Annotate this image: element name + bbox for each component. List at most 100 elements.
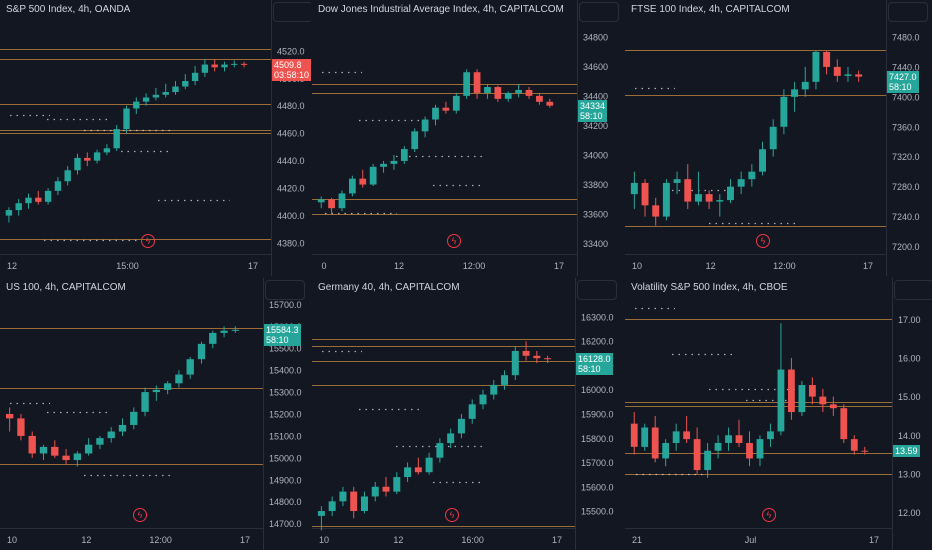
candle-body [544, 358, 552, 360]
last-price-label: 15584.3 58:10 [264, 323, 301, 346]
candle-body [411, 131, 419, 150]
lightning-icon[interactable]: ϟ [141, 234, 155, 248]
candle-body [211, 64, 218, 68]
candle-body [641, 427, 649, 447]
candle-body [468, 404, 476, 419]
chart-pane-dji[interactable]: 34800 34600 34400 34200 34000 33800 33600 33400… [312, 0, 623, 276]
last-price-label: 34334 58:10 [578, 99, 608, 122]
candle-body [452, 95, 460, 111]
candle-body [141, 392, 149, 412]
candle-body [525, 89, 533, 96]
candle-body [64, 170, 71, 182]
candle-body [501, 375, 509, 385]
candle-body [522, 350, 530, 356]
candle-body [163, 383, 172, 390]
candle-body [798, 385, 806, 413]
pane-menu-button[interactable] [579, 2, 619, 22]
candle-body [74, 157, 81, 171]
chart-title[interactable]: Germany 40, 4h, CAPITALCOM [318, 282, 460, 293]
pane-menu-button[interactable] [273, 2, 311, 22]
price-tick-label: 7200.0 [892, 242, 920, 252]
last-price-label: 16128.0 58:10 [576, 352, 613, 375]
chart-title[interactable]: US 100, 4h, CAPITALCOM [6, 282, 126, 293]
price-tick-label: 12.00 [898, 508, 921, 518]
chart-canvas-ndx: 15700.015600.015500.015400.015300.015200… [0, 278, 302, 550]
candle-body [130, 411, 138, 425]
last-price-value: 34334 [580, 100, 606, 111]
candle-body [231, 329, 240, 331]
candle-body [113, 129, 120, 149]
candle-body [662, 182, 670, 217]
last-price-label: 7427.0 58:10 [887, 70, 919, 93]
candle-body [844, 74, 852, 76]
price-tick-label: 34200 [583, 121, 608, 131]
candle-body [791, 89, 799, 97]
price-tick-label: 7240.0 [892, 212, 920, 222]
chart-pane-ndx[interactable]: 15700.015600.015500.015400.015300.015200… [0, 278, 311, 550]
lightning-icon[interactable]: ϟ [447, 234, 461, 248]
last-price-label: 13.59 [893, 445, 920, 458]
pane-menu-button[interactable] [577, 280, 617, 300]
price-tick-label: 34800 [583, 32, 608, 42]
candle-body [504, 92, 512, 99]
candle-body [684, 179, 692, 202]
chart-pane-dax[interactable]: 16300.016200.016100.016000.015900.015800… [312, 278, 623, 550]
time-tick-label: 17 [248, 261, 258, 271]
candle-body [348, 178, 356, 194]
candle-body [641, 182, 649, 206]
candle-body [400, 149, 408, 161]
candle-body [855, 74, 863, 77]
price-tick-label: 14.00 [898, 431, 921, 441]
candle-body [829, 404, 837, 409]
candle-body [191, 72, 199, 82]
last-price-value: 15584.3 [266, 324, 299, 335]
price-tick-label: 33400 [583, 239, 608, 249]
lightning-icon[interactable]: ϟ [762, 508, 776, 522]
chart-canvas-vix: 17.00 16.00 15.00 14.00 13.00 12.00 21 Jul 17 [625, 278, 921, 550]
price-tick-label: 14700.0 [269, 519, 302, 529]
lightning-icon[interactable]: ϟ [133, 508, 147, 522]
pane-menu-button[interactable] [894, 280, 932, 300]
candle-body [152, 94, 160, 98]
pane-menu-button[interactable] [265, 280, 305, 300]
chart-pane-spx[interactable]: 4520.04500.04480.04460.04440.04420.04400… [0, 0, 311, 276]
pane-menu-button[interactable] [888, 2, 928, 22]
price-tick-label: 7480.0 [892, 32, 920, 42]
chart-pane-ftse[interactable]: 7480.0 7440.0 7400.0 7360.0 7320.0 7280.0 7240… [625, 0, 932, 276]
candle-body [35, 197, 42, 202]
candle-body [533, 355, 541, 359]
candle-body [404, 467, 412, 478]
chart-title[interactable]: S&P 500 Index, 4h, OANDA [6, 4, 131, 15]
candle-body [727, 186, 734, 201]
chart-title[interactable]: Dow Jones Industrial Average Index, 4h, … [318, 4, 564, 15]
chart-pane-vix[interactable]: 17.00 16.00 15.00 14.00 13.00 12.00 21 Jul 17 Vol… [625, 278, 932, 550]
candle-body [44, 190, 52, 202]
lightning-icon[interactable]: ϟ [756, 234, 770, 248]
chart-title[interactable]: FTSE 100 Index, 4h, CAPITALCOM [631, 4, 790, 15]
candle-body [819, 396, 827, 405]
price-tick-label: 16000.0 [581, 385, 614, 395]
time-tick-label: 12:00 [149, 535, 172, 545]
candle-body [5, 414, 14, 419]
candle-body [861, 450, 869, 452]
candle-body [716, 200, 724, 202]
price-tick-label: 15900.0 [581, 410, 614, 420]
time-tick-label: 17 [554, 261, 564, 271]
candle-body [182, 81, 189, 87]
candle-body [371, 486, 379, 497]
price-tick-label: 15700.0 [581, 458, 614, 468]
candle-body [118, 424, 127, 432]
price-tick-label: 15600.0 [581, 482, 614, 492]
price-tick-label: 4460.0 [277, 129, 305, 139]
candle-body [436, 443, 444, 458]
price-tick-label: 15500.0 [269, 344, 302, 354]
chart-title[interactable]: Volatility S&P 500 Index, 4h, CBOE [631, 282, 788, 293]
price-tick-label: 16.00 [898, 353, 921, 363]
candle-body [28, 435, 36, 454]
price-tick-label: 17.00 [898, 315, 921, 325]
time-tick-label: 21 [632, 535, 642, 545]
time-tick-label: 12 [7, 261, 17, 271]
candle-body [748, 171, 756, 180]
candle-body [84, 444, 93, 454]
lightning-icon[interactable]: ϟ [445, 508, 459, 522]
